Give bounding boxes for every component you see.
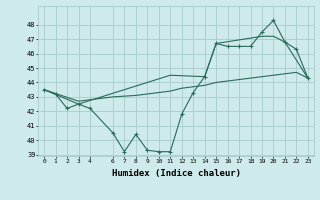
X-axis label: Humidex (Indice chaleur): Humidex (Indice chaleur) — [111, 169, 241, 178]
